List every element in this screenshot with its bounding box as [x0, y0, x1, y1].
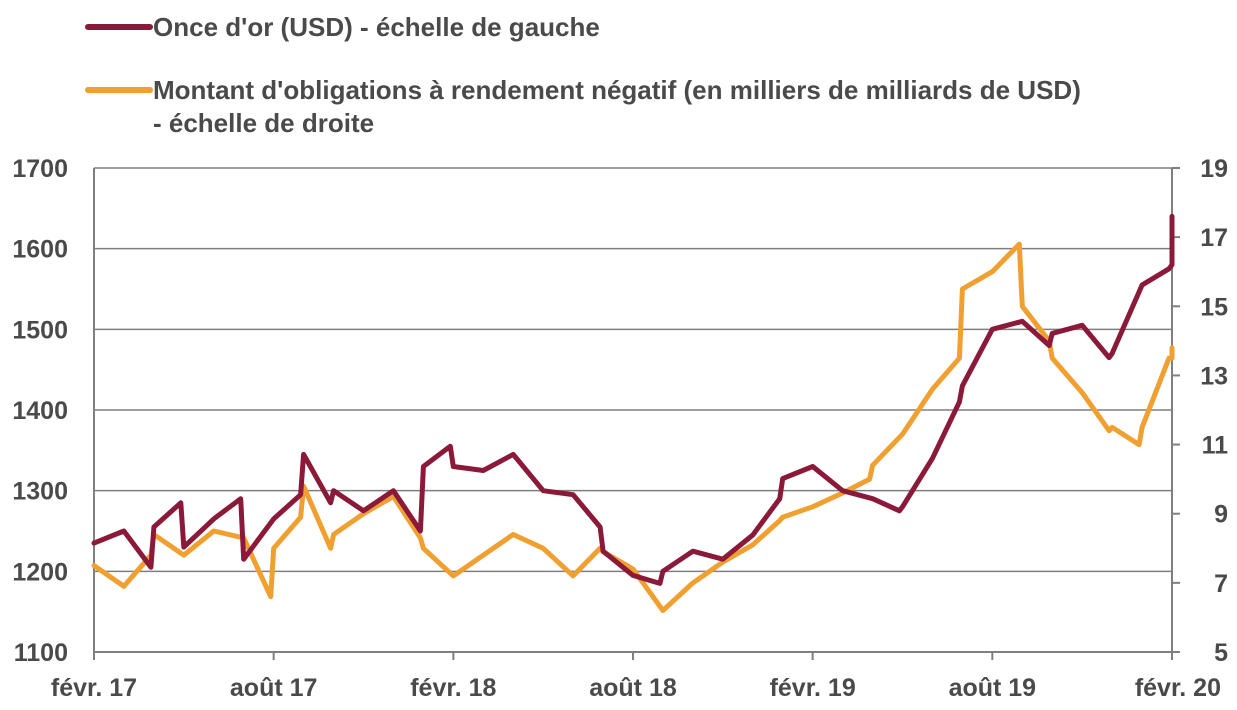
y-tick-label-right: 11 — [1202, 432, 1229, 460]
y-tick-label-right: 15 — [1200, 293, 1228, 321]
y-tick-label-right: 5 — [1214, 639, 1228, 667]
x-tick-label: févr. 20 — [1135, 674, 1221, 702]
y-tick-label-right: 13 — [1200, 362, 1228, 390]
y-tick-label-left: 1700 — [12, 155, 68, 183]
series-line-gold-ounce — [91, 213, 1175, 586]
x-tick-label: févr. 17 — [51, 674, 137, 702]
series-line-negative-yield-bonds — [91, 241, 1175, 613]
y-tick-label-left: 1100 — [14, 639, 68, 667]
y-tick-label-left: 1200 — [12, 558, 68, 586]
y-tick-label-left: 1300 — [12, 478, 68, 506]
x-tick-label: août 19 — [949, 674, 1037, 702]
y-tick-label-right: 17 — [1200, 224, 1228, 252]
x-tick-label: août 18 — [589, 674, 677, 702]
plot-area — [91, 213, 1175, 613]
x-tick-label: août 17 — [230, 674, 318, 702]
y-tick-label-right: 19 — [1200, 155, 1228, 183]
y-axis-left: 1100 1200 1300 1400 1500 1600 1700 — [12, 155, 68, 667]
y-tick-label-left: 1600 — [12, 236, 68, 264]
y-axis-right: 5 7 9 11 13 15 17 19 — [1172, 155, 1228, 667]
x-tick-label: févr. 18 — [410, 674, 496, 702]
y-tick-label-right: 7 — [1214, 570, 1228, 598]
legend-label: - échelle de droite — [153, 108, 374, 138]
y-tick-label-left: 1500 — [12, 316, 68, 344]
x-axis: févr. 17 août 17 févr. 18 août 18 févr. 19 ao… — [51, 652, 1221, 702]
x-tick-label: févr. 19 — [770, 674, 856, 702]
y-tick-label-left: 1400 — [12, 397, 68, 425]
legend: Once d'or (USD) - échelle de gauche Monta… — [85, 12, 1081, 138]
legend-label: Once d'or (USD) - échelle de gauche — [153, 12, 600, 42]
y-tick-label-right: 9 — [1214, 501, 1228, 529]
legend-label: Montant d'obligations à rendement négati… — [153, 75, 1081, 105]
gridlines — [94, 167, 1172, 573]
